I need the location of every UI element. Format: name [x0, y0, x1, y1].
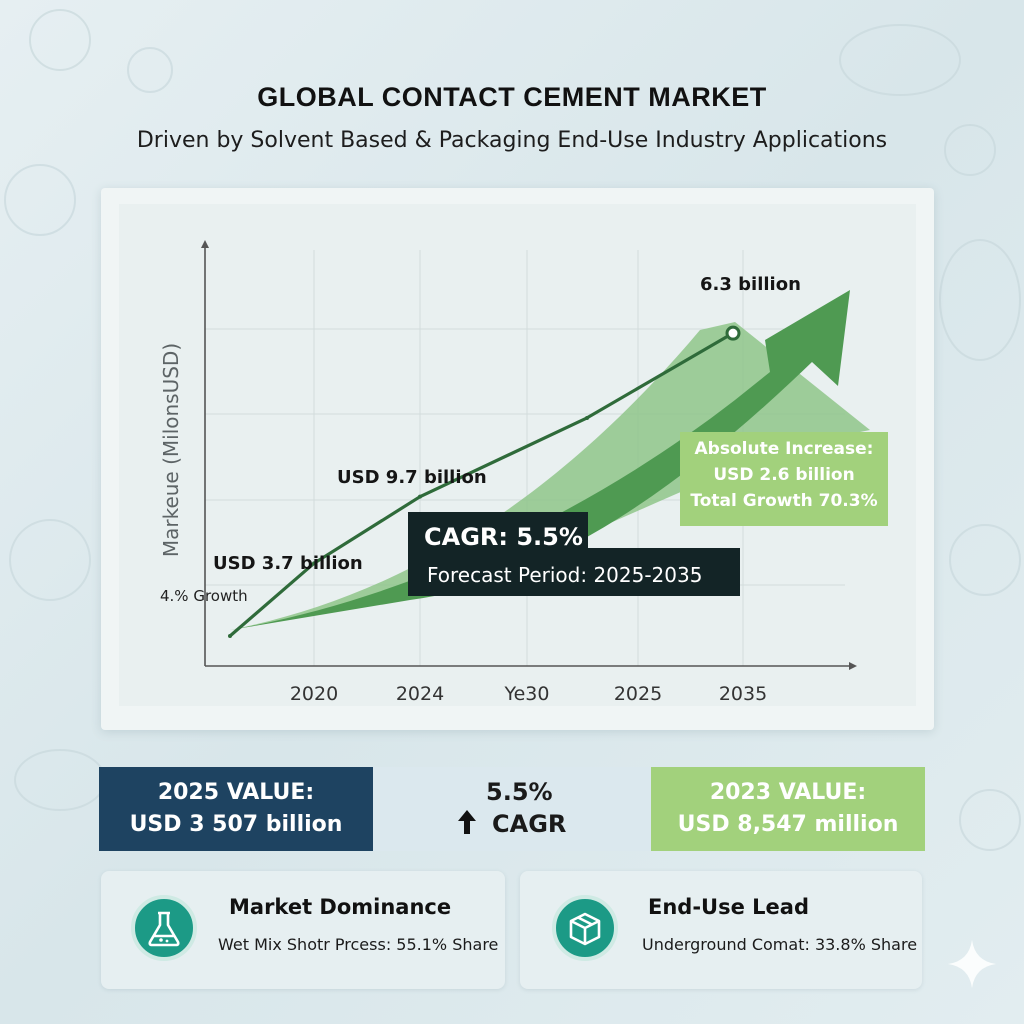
- x-axis-arrow: [849, 662, 857, 670]
- page-title: GLOBAL CONTACT CEMENT MARKET: [257, 82, 767, 112]
- kpi-mid-value: 5.5%: [486, 778, 553, 806]
- data-point-1: [312, 561, 316, 566]
- x-tick-label-3: 2025: [614, 683, 662, 705]
- cagr-period-label: Forecast Period: 2025-2035: [427, 563, 703, 587]
- box-icon: [552, 895, 618, 961]
- x-tick-label-2: Ye30: [504, 683, 550, 705]
- end-use-lead-text: Underground Comat: 33.8% Share: [642, 935, 918, 954]
- end-use-lead-card: End-Use Lead Underground Comat: 33.8% Sh…: [520, 871, 922, 989]
- point2-label: USD 9.7 billion: [337, 467, 487, 488]
- absolute-increase-box: Absolute Increase: USD 2.6 billion Total…: [680, 432, 888, 526]
- data-point-4: [725, 325, 741, 341]
- growth-area-light: [230, 322, 870, 630]
- kpi-right-label: 2023 VALUE:: [709, 780, 867, 805]
- cagr-main-label: CAGR: 5.5%: [424, 523, 583, 551]
- kpi-2023-value: 2023 VALUE: USD 8,547 million: [651, 767, 925, 851]
- absolute-increase-line1: Absolute Increase:: [694, 439, 874, 459]
- absolute-increase-line3: Total Growth 70.3%: [690, 491, 878, 511]
- kpi-left-label: 2025 VALUE:: [157, 780, 315, 805]
- absolute-increase-line2: USD 2.6 billion: [713, 465, 855, 485]
- kpi-right-value: USD 8,547 million: [677, 812, 899, 837]
- kpi-2025-value: 2025 VALUE: USD 3 507 billion: [99, 767, 373, 851]
- end-use-lead-title: End-Use Lead: [648, 895, 809, 919]
- start-note-label: 4.% Growth: [160, 587, 248, 605]
- cagr-box-bottom: [408, 548, 740, 596]
- sparkle-icon: [948, 940, 996, 988]
- page-subtitle: Driven by Solvent Based & Packaging End-…: [136, 128, 888, 153]
- data-point-0: [228, 634, 232, 638]
- x-tick-label-4: 2035: [719, 683, 767, 705]
- y-axis-label: Markeue (MilonsUSD): [159, 343, 183, 557]
- point1-label: USD 3.7 billion: [213, 553, 363, 574]
- x-tick-label-0: 2020: [290, 683, 338, 705]
- y-axis-arrow: [201, 240, 209, 248]
- flask-icon: [131, 895, 197, 961]
- market-dominance-text: Wet Mix Shotr Prcess: 55.1% Share: [218, 935, 499, 954]
- kpi-left-value: USD 3 507 billion: [129, 812, 343, 837]
- market-dominance-title: Market Dominance: [229, 895, 452, 919]
- up-arrow-icon: [458, 810, 476, 834]
- market-dominance-card: Market Dominance Wet Mix Shotr Prcess: 5…: [101, 871, 505, 989]
- data-point-2: [418, 494, 422, 499]
- kpi-mid-label: CAGR: [492, 810, 567, 838]
- data-point-3: [585, 415, 589, 420]
- end-point-label: 6.3 billion: [700, 274, 801, 295]
- kpi-cagr: [373, 767, 651, 851]
- x-tick-label-1: 2024: [396, 683, 444, 705]
